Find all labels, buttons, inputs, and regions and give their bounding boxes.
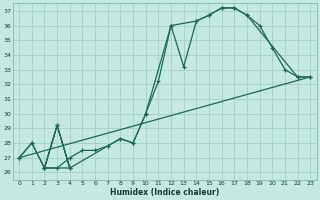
- X-axis label: Humidex (Indice chaleur): Humidex (Indice chaleur): [110, 188, 219, 197]
